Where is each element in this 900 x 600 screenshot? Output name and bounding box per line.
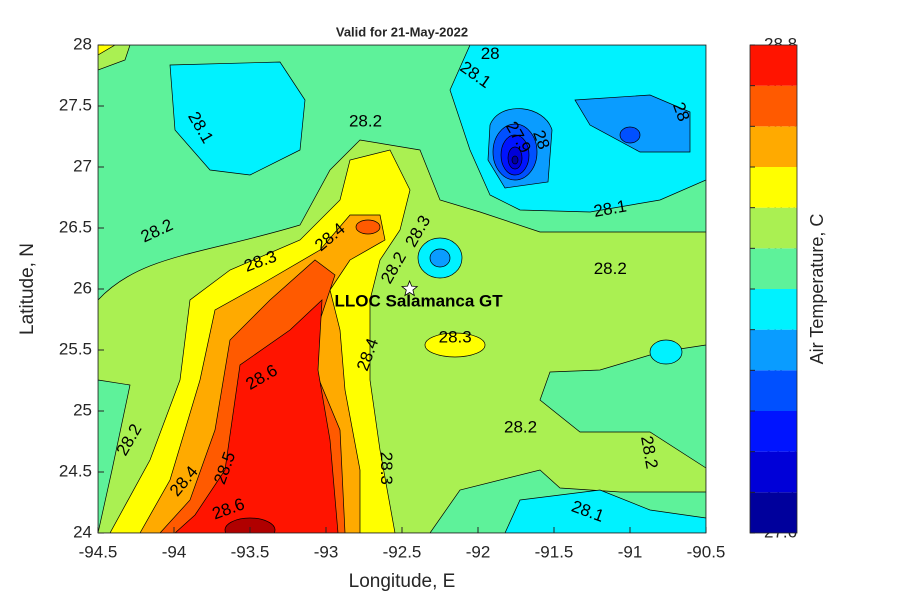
x-tick-label: -90.5 xyxy=(687,542,726,561)
contour-label: 28.2 xyxy=(349,111,382,130)
colorbar-swatch xyxy=(750,492,797,533)
colorbar-swatch xyxy=(750,248,797,289)
contour-region xyxy=(224,517,276,533)
x-axis-label: Longitude, E xyxy=(349,571,456,592)
colorbar-frame xyxy=(749,44,798,534)
chart-title: Valid for 21-May-2022 xyxy=(336,24,468,39)
colorbar-swatch xyxy=(750,451,797,493)
contour-label: 28.3 xyxy=(439,327,472,346)
y-tick-label: 25 xyxy=(73,400,92,419)
x-tick-label: -91 xyxy=(618,542,643,561)
contour-region xyxy=(649,339,683,365)
y-tick-label: 25.5 xyxy=(59,339,92,358)
y-tick-label: 24.5 xyxy=(59,461,92,480)
contour-label: 28 xyxy=(481,44,500,63)
colorbar-swatch xyxy=(750,85,797,127)
station-label: LLOC Salamanca GT xyxy=(335,291,504,310)
y-tick-label: 26 xyxy=(73,278,92,297)
x-tick-label: -92 xyxy=(466,542,491,561)
contour-region xyxy=(574,94,691,153)
contour-label: 28.2 xyxy=(504,418,537,437)
x-tick-label: -93.5 xyxy=(231,542,270,561)
x-tick-label: -91.5 xyxy=(535,542,574,561)
contour-region xyxy=(424,332,486,358)
y-tick-label: 24 xyxy=(73,522,92,541)
colorbar-label: Air Temperature, C xyxy=(807,214,827,365)
contour-region xyxy=(619,126,641,144)
y-tick-label: 26.5 xyxy=(59,217,92,236)
x-tick-label: -94 xyxy=(162,542,187,561)
colorbar-swatch xyxy=(750,329,797,371)
x-tick-label: -93 xyxy=(314,542,339,561)
colorbar-swatch xyxy=(750,411,797,452)
colorbar-swatch xyxy=(750,370,797,411)
contour-region xyxy=(511,155,519,165)
colorbar-swatch xyxy=(750,126,797,167)
colorbar-swatch xyxy=(750,167,797,208)
y-tick-label: 27.5 xyxy=(59,95,92,114)
contour-region xyxy=(355,219,381,235)
contour-region xyxy=(429,248,451,268)
y-tick-label: 27 xyxy=(73,156,92,175)
contour-label: 28.3 xyxy=(377,452,396,485)
x-tick-label: -94.5 xyxy=(79,542,118,561)
y-axis-label: Latitude, N xyxy=(17,243,38,335)
contour-region xyxy=(504,489,706,533)
contour-region xyxy=(98,45,131,71)
station-marker xyxy=(400,279,419,297)
contour-region xyxy=(98,45,116,56)
contour-label: 28.2 xyxy=(594,259,627,278)
y-tick-label: 28 xyxy=(73,34,92,53)
contour-region xyxy=(98,379,131,533)
contour-field xyxy=(98,45,706,533)
colorbar-swatch xyxy=(750,289,797,330)
colorbar-swatch xyxy=(750,45,797,86)
x-tick-label: -92.5 xyxy=(383,542,422,561)
contour-region xyxy=(174,299,339,533)
contour-region xyxy=(169,61,306,176)
colorbar-swatch xyxy=(750,207,797,249)
